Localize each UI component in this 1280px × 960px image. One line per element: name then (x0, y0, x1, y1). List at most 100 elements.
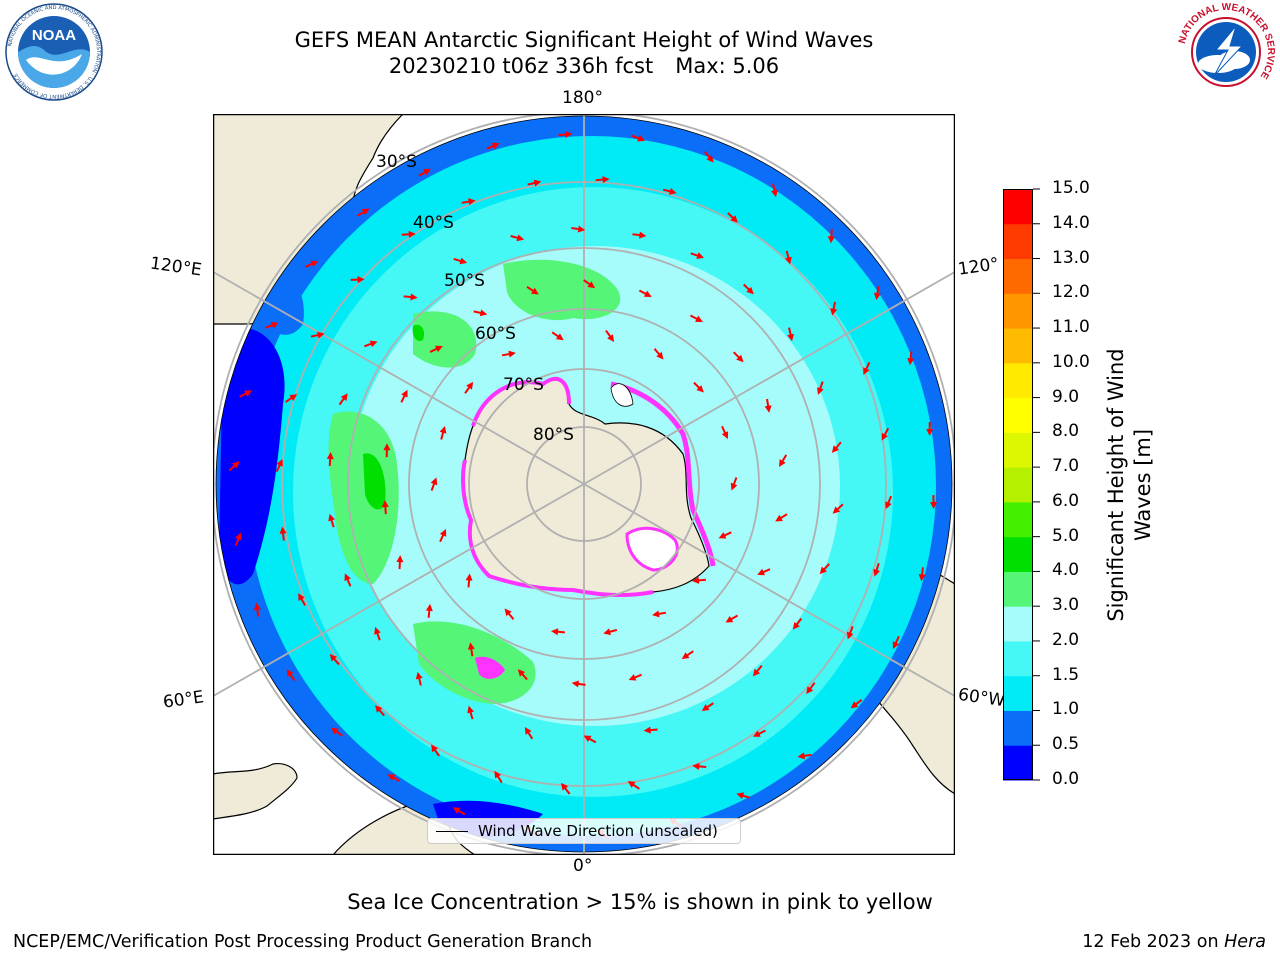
colorbar-bin (1003, 258, 1033, 294)
wave-direction-arrowhead (467, 642, 475, 650)
colorbar-bin (1003, 710, 1033, 746)
wave-direction-arrowhead (374, 705, 383, 713)
nws-logo: NATIONAL WEATHER SERVICE (1176, 2, 1276, 102)
lat-label-70s: 70°S (503, 375, 544, 395)
wave-direction-arrowhead (603, 628, 611, 636)
colorbar-tick-label: 1.5 (1052, 664, 1080, 685)
wave-direction-arrowhead (565, 131, 573, 138)
colorbar-bin (1003, 362, 1033, 399)
lon-label-60w: 60°W (956, 684, 1007, 712)
colorbar-outline (1003, 189, 1033, 780)
colorbar-bin (1003, 328, 1033, 364)
wave-direction-arrowhead (286, 669, 294, 677)
wave-direction-arrowhead (452, 807, 461, 814)
wave-direction-arrowhead (431, 744, 438, 753)
wave-direction-arrowhead (298, 593, 305, 602)
colorbar-bin (1003, 606, 1033, 642)
wave-direction-arrowhead (467, 705, 474, 714)
wave-direction-arrowhead (628, 674, 637, 681)
wave-height-field (216, 116, 952, 852)
wave-direction-arrowhead (718, 532, 727, 539)
wave-direction-arrowhead (602, 176, 610, 184)
wave-direction-arrowhead (730, 482, 738, 491)
wave-direction-arrowhead (577, 225, 586, 233)
colorbar-tick-label: 8.0 (1052, 421, 1080, 442)
colorbar-tick-label: 7.0 (1052, 456, 1080, 477)
colorbar-tick-label: 1.0 (1052, 699, 1080, 720)
wave-direction-arrowhead (819, 566, 827, 575)
colorbar-title-line2: Waves [m] (1131, 428, 1155, 542)
colorbar-tick-label: 14.0 (1052, 212, 1090, 233)
lat-label-60s: 60°S (475, 324, 516, 344)
legend-line-swatch (436, 831, 468, 832)
wave-direction-arrowhead (383, 443, 391, 451)
max-label: Max: 5.06 (675, 54, 780, 78)
colorbar-title-line1: Significant Height of Wind (1104, 348, 1128, 622)
wave-direction-arrowhead (494, 770, 502, 779)
colorbar-bin (1003, 675, 1033, 711)
colorbar-bin (1003, 745, 1033, 781)
wave-direction-arrowhead (508, 350, 516, 358)
colorbar-bin (1003, 223, 1033, 260)
colorbar-tick-label: 15.0 (1052, 178, 1090, 198)
wave-direction-arrowhead (850, 701, 859, 709)
wave-direction-arrowhead (638, 231, 647, 239)
wave-direction-arrowhead (550, 628, 559, 636)
svg-text:NOAA: NOAA (32, 27, 76, 44)
colorbar-bin (1003, 571, 1033, 607)
wave-direction-arrowhead (779, 459, 786, 467)
wave-direction-arrowhead (430, 477, 438, 486)
wave-direction-arrowhead (692, 762, 700, 770)
wave-direction-arrowhead (806, 686, 814, 694)
noaa-logo: NOAA NATIONAL OCEANIC AND ATMOSPHERIC AD… (4, 2, 104, 102)
wave-direction-arrowhead (279, 526, 287, 534)
wave-direction-arrowhead (643, 726, 651, 734)
colorbar-tick-label: 12.0 (1052, 282, 1090, 303)
wave-direction-arrowhead (627, 781, 636, 788)
run-label: 20230210 t06z 336h fcst (388, 54, 654, 78)
colorbar (1003, 188, 1040, 781)
wave-direction-arrowhead (830, 308, 838, 316)
colorbar-tick-label: 10.0 (1052, 351, 1090, 372)
wave-direction-arrowhead (387, 774, 396, 781)
lon-label-60e: 60°E (161, 687, 206, 713)
colorbar-tick-label: 11.0 (1052, 317, 1090, 338)
wave-direction-arrowhead (524, 726, 532, 735)
wave-direction-arrowhead (637, 135, 646, 142)
wave-direction-arrowhead (926, 428, 934, 437)
wave-direction-arrowhead (561, 782, 569, 791)
wave-direction-arrowhead (439, 425, 447, 434)
colorbar-bin (1003, 536, 1033, 572)
wave-direction-arrowhead (797, 752, 805, 760)
plot-subtitle: 20230210 t06z 336h fcst Max: 5.06 (0, 53, 1168, 79)
wave-direction-arrowhead (410, 293, 418, 301)
wave-direction-arrowhead (696, 252, 705, 259)
colorbar-bin (1003, 293, 1033, 329)
wave-direction-arrowhead (468, 198, 476, 206)
colorbar-tick-label: 0.5 (1052, 734, 1080, 755)
wave-direction-arrowhead (439, 528, 447, 537)
wave-direction-arrowhead (361, 208, 370, 216)
colorbar-bin (1003, 397, 1033, 433)
wave-direction-arrowhead (930, 502, 938, 510)
wave-direction-arrowhead (918, 573, 926, 582)
wave-direction-arrowhead (752, 730, 761, 737)
wave-direction-arrowhead (401, 389, 408, 398)
colorbar-tick-label: 4.0 (1052, 560, 1080, 581)
wave-direction-arrowhead (746, 286, 754, 295)
wave-direction-arrowhead (344, 573, 351, 582)
wave-direction-arrowhead (459, 257, 468, 265)
wave-direction-arrowhead (695, 315, 703, 322)
footer-machine: Hera (1224, 932, 1266, 952)
wave-direction-arrowhead (725, 615, 734, 623)
lon-label-120w: 120° (956, 254, 1001, 280)
wave-direction-arrowhead (775, 514, 783, 522)
graticule (213, 114, 955, 855)
colorbar-tick-label: 6.0 (1052, 490, 1080, 511)
wave-direction-arrowhead (270, 322, 279, 329)
map-legend: Wind Wave Direction (unscaled) (427, 818, 741, 844)
wave-direction-arrowhead (479, 309, 488, 317)
wave-direction-arrowhead (235, 532, 242, 541)
wave-direction-arrowhead (656, 351, 664, 360)
wave-direction-arrowhead (329, 653, 337, 662)
